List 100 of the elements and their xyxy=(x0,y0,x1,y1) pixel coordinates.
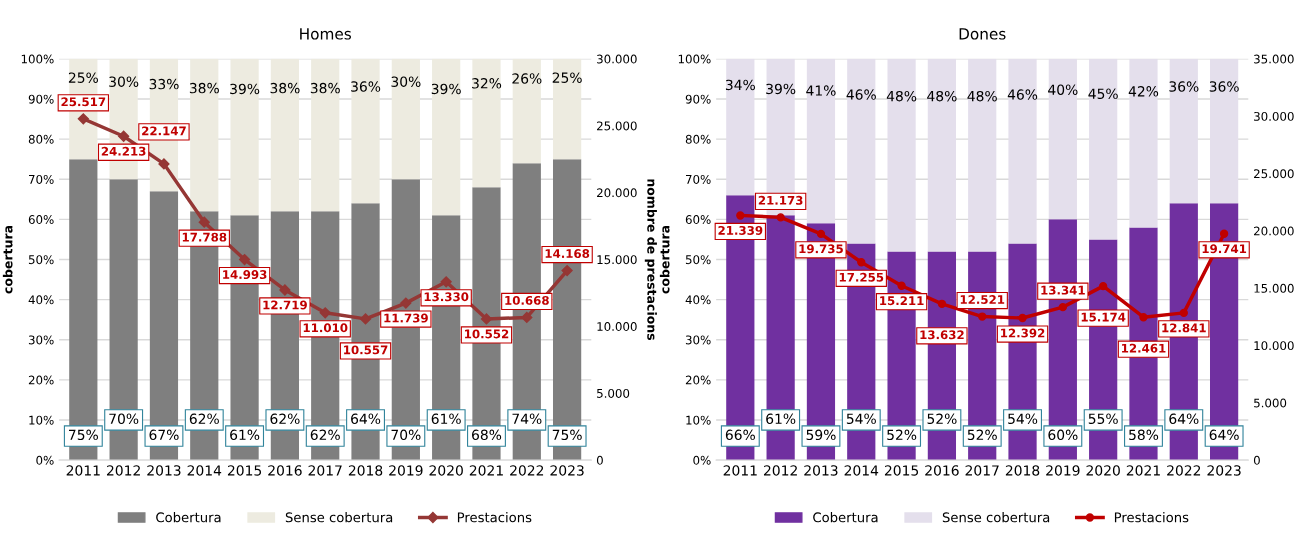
point xyxy=(561,264,573,277)
x-tick-label: 2023 xyxy=(550,465,584,476)
point xyxy=(1018,313,1027,323)
bar xyxy=(726,58,755,196)
data-label: 19.741 xyxy=(1202,244,1247,254)
x-tick-label: 2020 xyxy=(429,465,463,476)
point xyxy=(1058,302,1068,312)
y-tick-label: 30% xyxy=(28,335,54,345)
y2-tick-label: 15.000 xyxy=(1254,283,1294,293)
data-label: 59% xyxy=(806,429,836,441)
data-label: 54% xyxy=(1008,413,1038,424)
data-label: 11.739 xyxy=(384,313,428,323)
y2-axis-title: nombre de prestacions xyxy=(644,179,657,341)
y2-tick-label: 0 xyxy=(596,455,603,465)
point xyxy=(736,211,745,220)
legend-label: Prestacions xyxy=(457,512,532,523)
data-label: 48% xyxy=(967,90,997,102)
data-label: 10.552 xyxy=(465,329,509,339)
data-label: 46% xyxy=(1007,89,1038,100)
y-tick-label: 10% xyxy=(29,415,54,425)
data-label: 58% xyxy=(1129,429,1159,441)
bar xyxy=(512,58,541,164)
point xyxy=(816,229,826,239)
x-tick-label: 2019 xyxy=(389,465,423,476)
data-label: 15.211 xyxy=(880,296,924,306)
data-label: 25% xyxy=(552,72,582,83)
bar xyxy=(1008,58,1037,244)
data-label: 17.788 xyxy=(182,232,227,242)
data-label: 25.517 xyxy=(61,97,106,107)
data-label: 75% xyxy=(552,429,582,441)
y2-tick-label: 35.000 xyxy=(1254,54,1294,64)
data-label: 70% xyxy=(391,429,421,441)
data-label: 10.557 xyxy=(344,345,388,355)
point xyxy=(440,276,452,288)
y-tick-label: 100% xyxy=(678,54,711,64)
data-label: 15.174 xyxy=(1081,312,1126,322)
legend-label: Cobertura xyxy=(813,512,878,523)
x-tick-label: 2019 xyxy=(1046,465,1080,476)
data-label: 74% xyxy=(512,413,542,424)
data-label: 24.213 xyxy=(101,146,146,156)
data-label: 32% xyxy=(472,78,502,89)
data-label: 36% xyxy=(1169,81,1199,92)
y-tick-label: 40% xyxy=(28,295,54,305)
x-tick-label: 2013 xyxy=(804,465,838,476)
bar xyxy=(1048,58,1077,220)
x-tick-label: 2017 xyxy=(308,465,342,476)
y-tick-label: 0% xyxy=(693,455,711,465)
data-label: 40% xyxy=(1048,84,1078,95)
y2-tick-label: 5.000 xyxy=(1254,398,1287,408)
x-tick-label: 2012 xyxy=(106,465,140,476)
data-label: 61% xyxy=(766,413,796,424)
data-label: 14.993 xyxy=(223,270,267,279)
bar xyxy=(806,58,836,224)
y-axis-title: cobertura xyxy=(2,225,13,294)
chart-title: Homes xyxy=(300,28,352,40)
data-label: 64% xyxy=(1169,413,1199,424)
data-label: 39% xyxy=(766,83,796,95)
data-label: 34% xyxy=(725,79,755,91)
data-label: 52% xyxy=(887,429,917,441)
data-label: 12.392 xyxy=(1001,328,1045,338)
data-label: 62% xyxy=(310,429,340,441)
data-label: 64% xyxy=(351,413,381,424)
bar xyxy=(391,58,420,180)
y2-tick-label: 10.000 xyxy=(1254,341,1294,351)
bar xyxy=(847,58,876,244)
y2-tick-label: 0 xyxy=(1253,455,1260,465)
data-label: 55% xyxy=(1088,413,1118,424)
bar xyxy=(270,58,300,212)
data-label: 67% xyxy=(149,429,179,441)
bar xyxy=(311,58,340,212)
bar xyxy=(190,58,219,212)
bar xyxy=(1129,58,1158,228)
point xyxy=(978,312,987,321)
bar xyxy=(968,58,997,252)
bar xyxy=(1169,58,1198,204)
y-tick-label: 80% xyxy=(685,134,711,144)
point xyxy=(1139,313,1148,322)
data-label: 62% xyxy=(189,413,219,424)
data-label: 22.147 xyxy=(142,126,186,136)
point xyxy=(279,284,291,296)
data-label: 39% xyxy=(431,83,461,95)
bar xyxy=(887,58,916,252)
point xyxy=(1098,281,1108,291)
y-tick-label: 60% xyxy=(28,215,54,224)
data-label: 12.461 xyxy=(1122,343,1166,353)
data-label: 21.173 xyxy=(758,195,803,205)
x-tick-label: 2021 xyxy=(1126,465,1160,476)
legend-label: Sense cobertura xyxy=(285,512,393,523)
y-tick-label: 30% xyxy=(685,335,711,345)
x-tick-label: 2015 xyxy=(227,465,262,476)
y2-tick-label: 25.000 xyxy=(597,121,637,131)
y-tick-label: 60% xyxy=(685,215,711,224)
data-label: 30% xyxy=(109,76,139,87)
point xyxy=(857,258,866,267)
y2-tick-label: 25.000 xyxy=(1254,169,1294,179)
data-label: 68% xyxy=(472,429,502,441)
point xyxy=(400,297,412,309)
data-label: 13.330 xyxy=(424,292,469,302)
data-label: 21.339 xyxy=(718,225,763,235)
data-label: 70% xyxy=(109,413,139,424)
